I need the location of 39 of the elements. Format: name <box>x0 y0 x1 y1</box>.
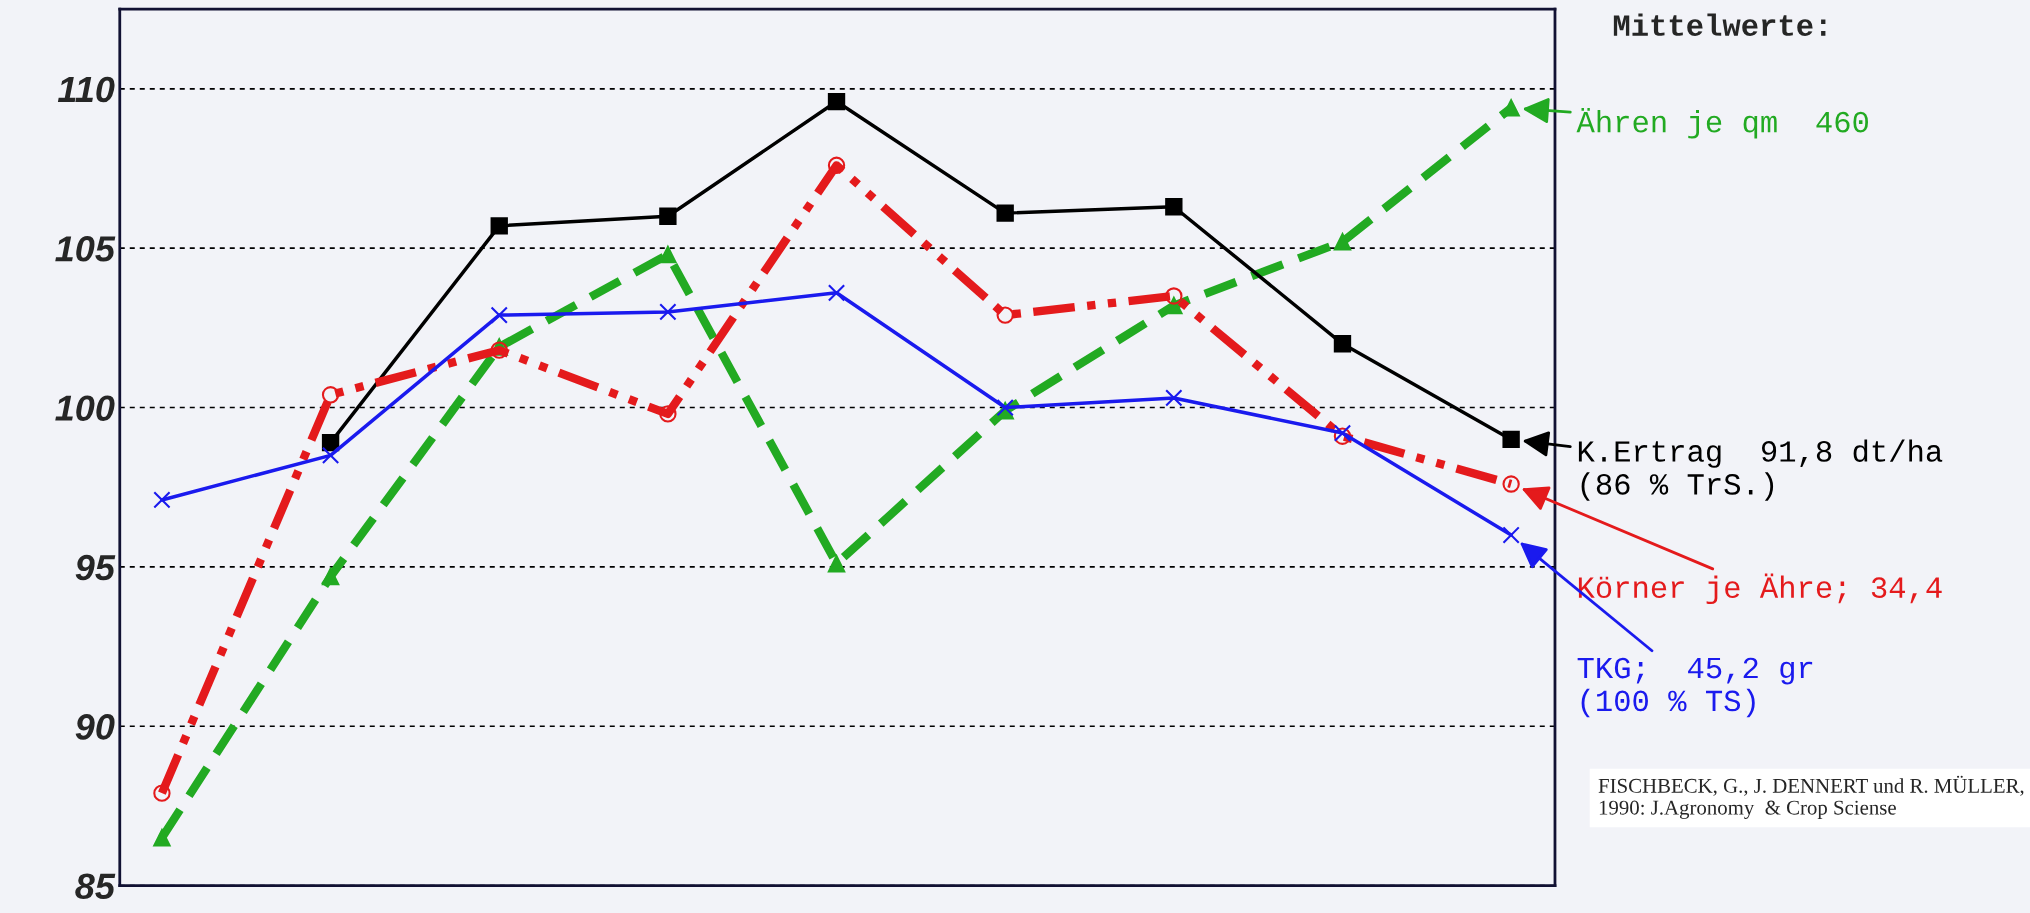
point <box>321 386 340 404</box>
legend-title: Mittelwerte: <box>1613 13 1826 36</box>
y-tick-label: 95 <box>75 554 116 581</box>
point <box>1333 335 1352 353</box>
point <box>321 446 340 465</box>
point <box>1165 287 1183 305</box>
point <box>1165 198 1183 216</box>
point <box>827 555 846 573</box>
point <box>1502 430 1520 449</box>
point <box>827 284 846 302</box>
point <box>659 207 677 225</box>
point <box>1165 389 1183 407</box>
text: TKG; 45,2 gr (100 % TS) <box>1577 657 1813 718</box>
point <box>827 156 846 174</box>
point <box>1502 475 1520 493</box>
point <box>1333 233 1352 251</box>
y-tick-label: 105 <box>55 236 116 262</box>
point <box>827 92 846 111</box>
y-tick-label: 85 <box>75 873 116 900</box>
point <box>659 303 677 321</box>
point <box>659 245 677 264</box>
point <box>321 567 340 586</box>
point <box>490 217 508 235</box>
point <box>153 491 171 509</box>
point <box>1502 99 1520 117</box>
point <box>996 204 1014 222</box>
legend-label: K.Ertrag 91,8 dt/ha (86 % TrS.) <box>1578 439 1943 501</box>
legend-label: Ähren je qm 460 <box>1576 107 1869 139</box>
y-tick-label: 90 <box>75 714 115 740</box>
y-tick-label: 110 <box>57 76 115 103</box>
point <box>996 306 1014 324</box>
point <box>490 306 508 324</box>
point <box>153 784 171 802</box>
point <box>1165 296 1183 315</box>
text: FISCHBECK, G., J. DENNERT und R. MÜLLER, 1990: J.Agronomy & Crop Sciense <box>1598 775 2024 819</box>
point <box>153 829 171 847</box>
y-tick-label: 100 <box>55 395 115 421</box>
point <box>659 405 677 423</box>
text: Körner je Ähre; 34,4 <box>1578 573 1942 605</box>
